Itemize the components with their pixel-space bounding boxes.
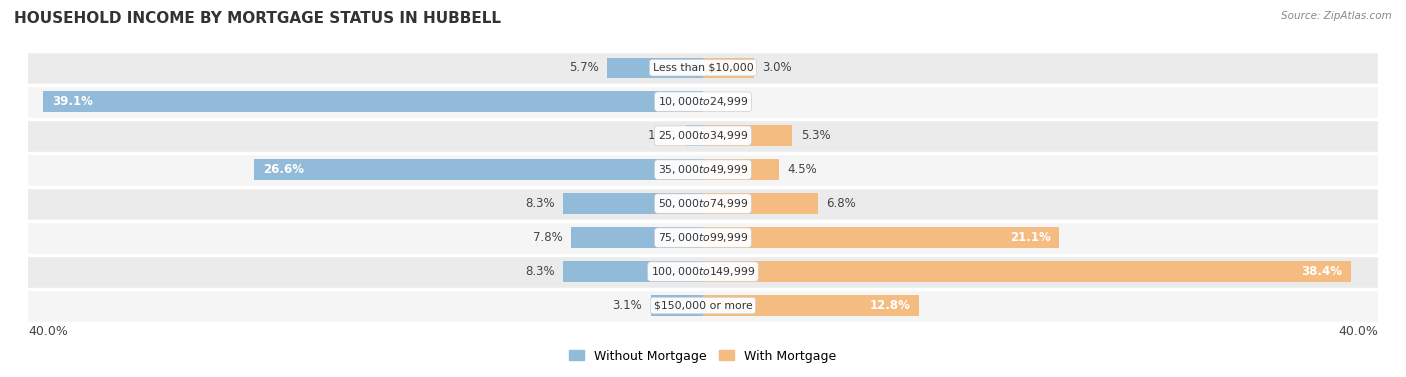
Bar [28,288,1378,322]
Text: 1.0%: 1.0% [648,129,678,142]
Text: $50,000 to $74,999: $50,000 to $74,999 [658,197,748,210]
Text: $25,000 to $34,999: $25,000 to $34,999 [658,129,748,142]
Text: 0.0%: 0.0% [711,95,741,108]
Text: 12.8%: 12.8% [870,299,911,312]
Text: HOUSEHOLD INCOME BY MORTGAGE STATUS IN HUBBELL: HOUSEHOLD INCOME BY MORTGAGE STATUS IN H… [14,11,501,26]
Bar [28,85,1378,119]
Text: 40.0%: 40.0% [1339,325,1378,338]
Bar [562,193,703,214]
Text: 5.3%: 5.3% [801,129,831,142]
Text: 5.7%: 5.7% [568,61,599,74]
Text: 8.3%: 8.3% [524,197,554,210]
Text: $75,000 to $99,999: $75,000 to $99,999 [658,231,748,244]
Bar [28,221,1378,254]
Bar [28,187,1378,221]
Text: 6.8%: 6.8% [827,197,856,210]
Bar [651,295,703,316]
Text: 7.8%: 7.8% [533,231,562,244]
Text: Source: ZipAtlas.com: Source: ZipAtlas.com [1281,11,1392,21]
Text: 3.1%: 3.1% [613,299,643,312]
Bar [571,227,703,248]
Legend: Without Mortgage, With Mortgage: Without Mortgage, With Mortgage [564,345,842,368]
Text: $150,000 or more: $150,000 or more [654,300,752,311]
Bar [28,51,1378,85]
Bar [607,58,703,78]
Bar [703,126,793,146]
Bar [703,227,1059,248]
Text: 21.1%: 21.1% [1010,231,1050,244]
Bar [703,295,920,316]
Text: 40.0%: 40.0% [28,325,67,338]
Text: 8.3%: 8.3% [524,265,554,278]
Bar [703,193,818,214]
Text: 39.1%: 39.1% [52,95,93,108]
Bar [703,159,779,180]
Bar [703,261,1351,282]
Text: $10,000 to $24,999: $10,000 to $24,999 [658,95,748,108]
Text: $100,000 to $149,999: $100,000 to $149,999 [651,265,755,278]
Bar [686,126,703,146]
Bar [44,92,703,112]
Text: 4.5%: 4.5% [787,163,817,176]
Text: $35,000 to $49,999: $35,000 to $49,999 [658,163,748,176]
Bar [28,119,1378,153]
Text: Less than $10,000: Less than $10,000 [652,63,754,73]
Bar [28,153,1378,187]
Bar [254,159,703,180]
Bar [562,261,703,282]
Text: 26.6%: 26.6% [263,163,304,176]
Bar [703,58,754,78]
Text: 38.4%: 38.4% [1302,265,1343,278]
Text: 3.0%: 3.0% [762,61,792,74]
Bar [28,254,1378,288]
